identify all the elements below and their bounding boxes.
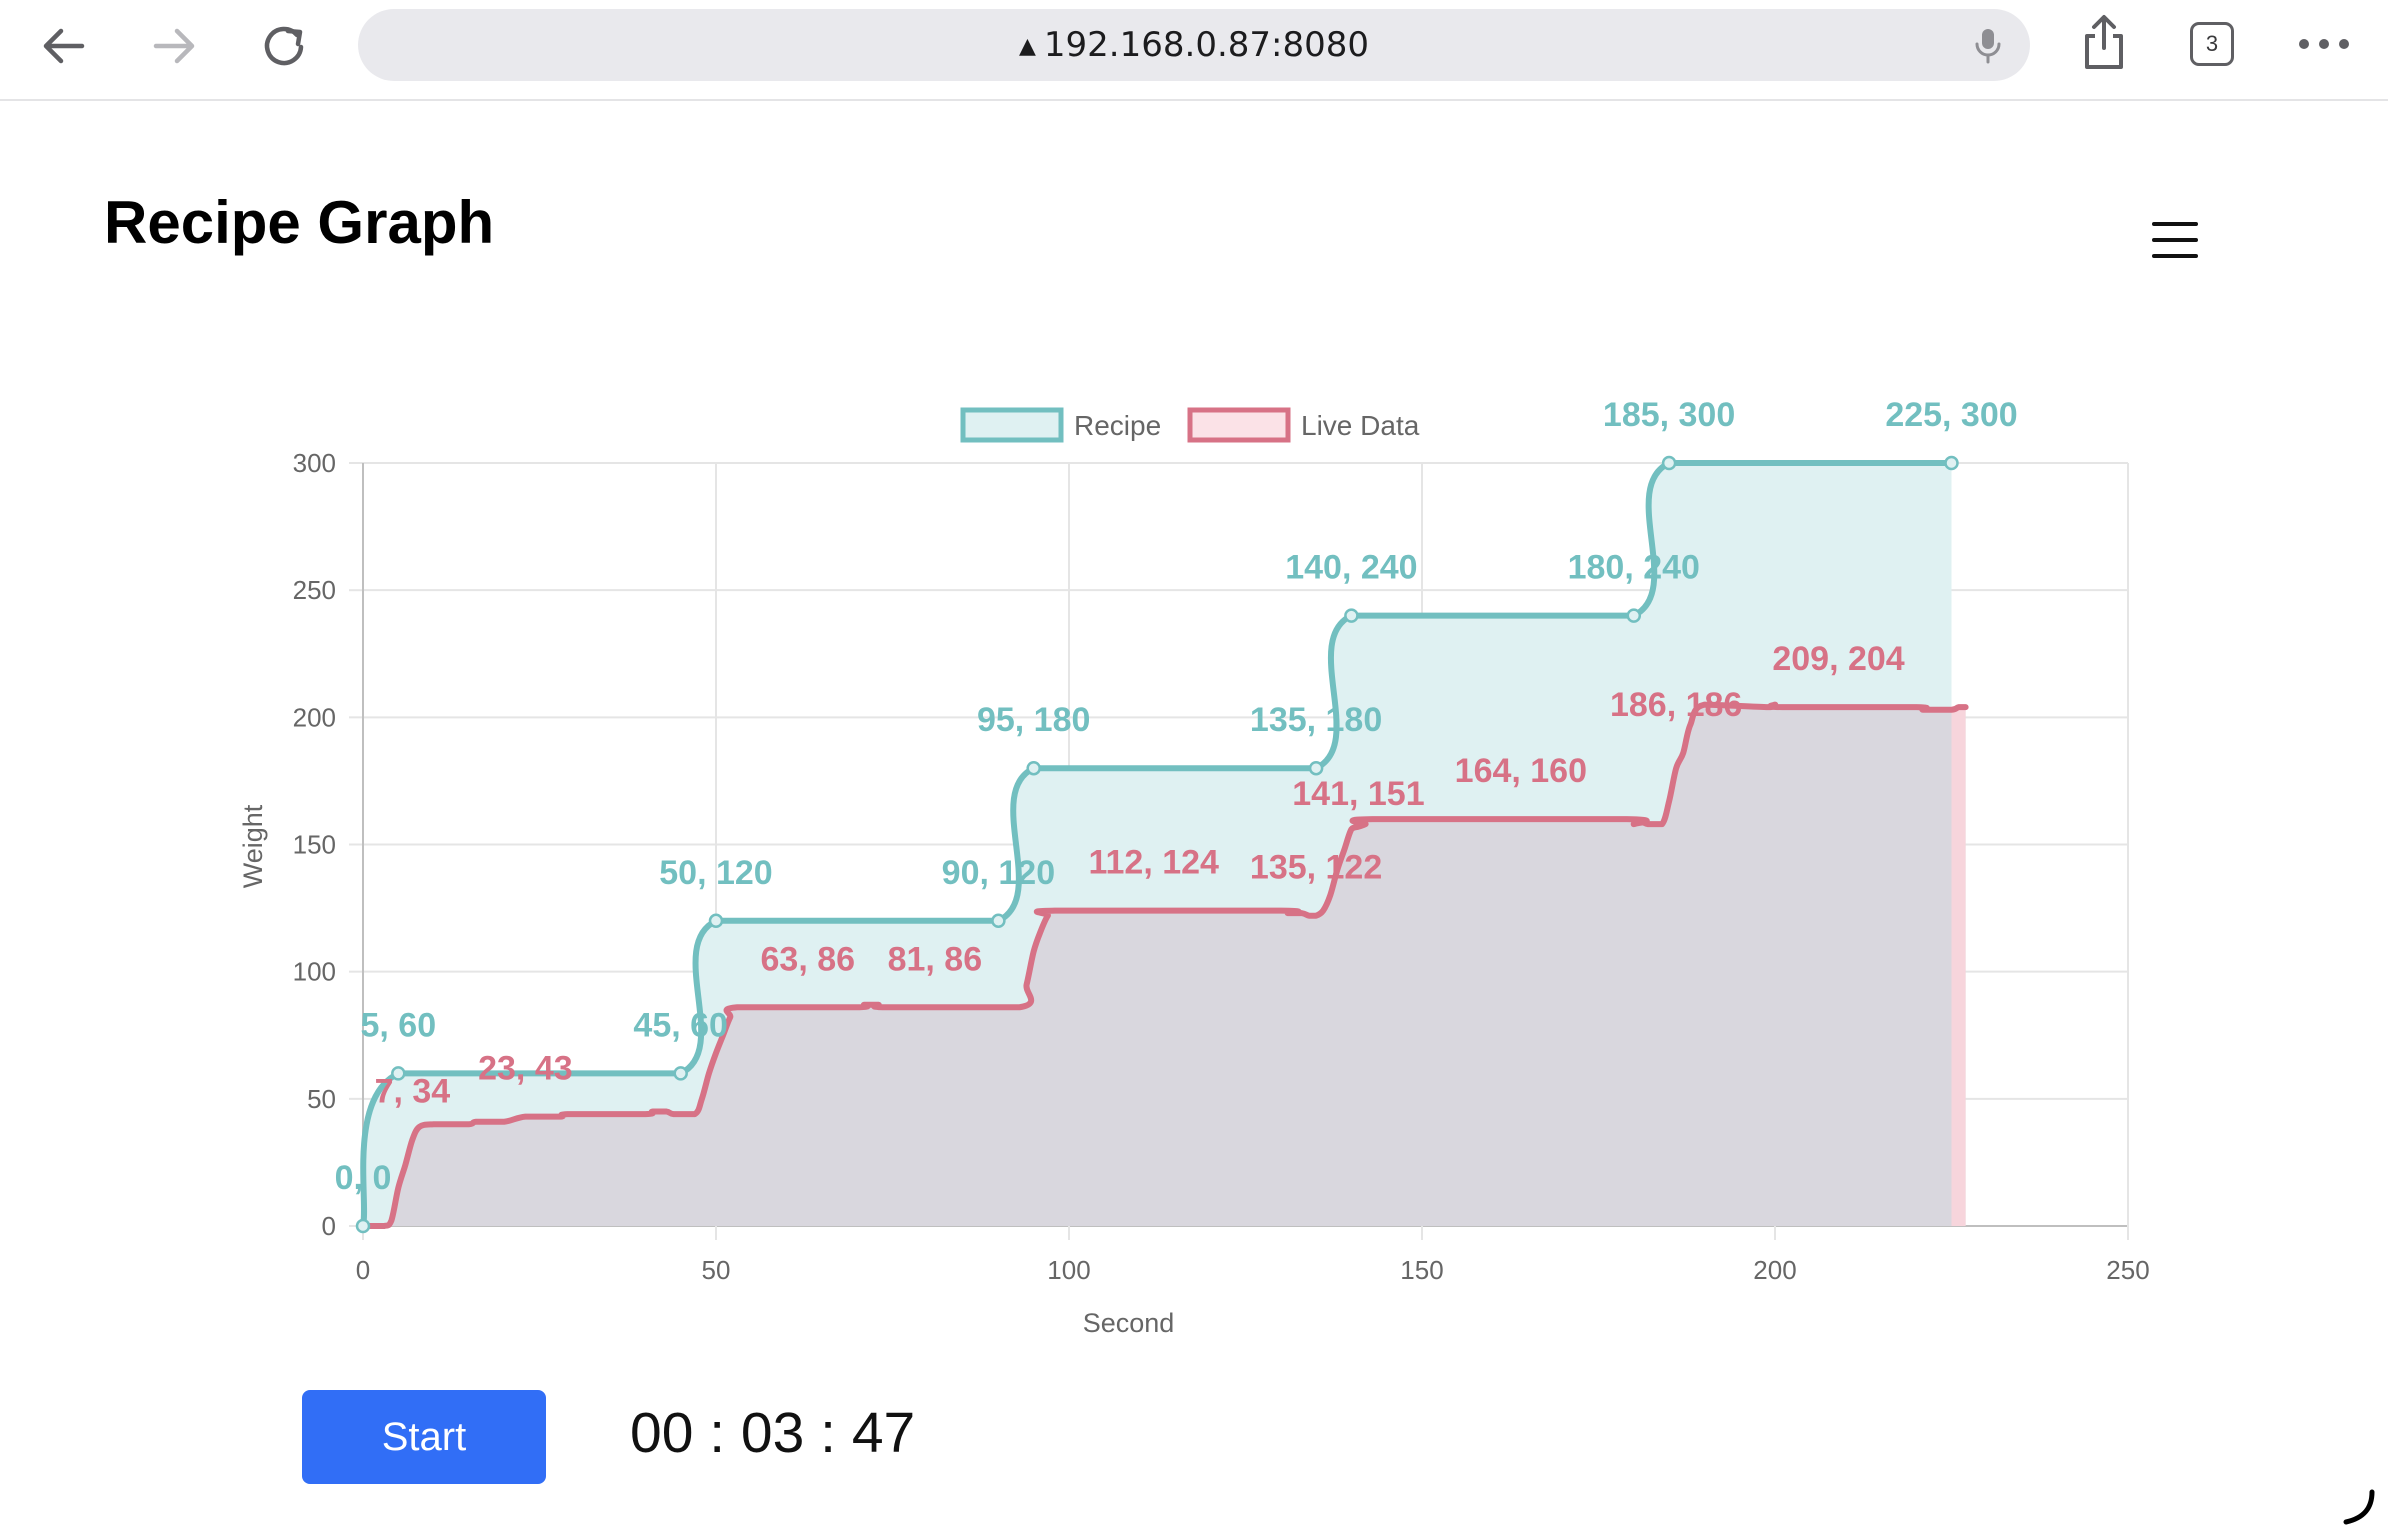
y-tick-label: 150 [293,830,336,860]
live-data-label: 141, 151 [1292,775,1424,813]
recipe-data-point [991,913,1006,929]
x-tick-label: 150 [1400,1255,1443,1285]
y-tick-label: 200 [293,702,336,732]
live-data-label: 112, 124 [1088,844,1219,882]
reload-icon [264,26,304,66]
live-data-label: 164, 160 [1455,752,1587,790]
recipe-data-point [708,913,724,929]
recipe-chart: 0 50 100 150 200 250 300 0 50 100 150 200 250 Second W… [238,396,2150,1338]
legend-swatch-recipe [960,407,1064,443]
recipe-data-point [673,1066,688,1081]
url-text: 192.168.0.87:8080 [1043,25,1369,65]
hamburger-menu-button[interactable] [2148,218,2206,262]
warning-triangle-icon: ▲ [1018,33,1036,59]
back-button[interactable] [34,16,94,76]
live-area-fill [363,704,1966,1226]
page-title: Recipe Graph [104,189,495,256]
recipe-data-label: 225, 300 [1885,396,2017,434]
x-tick-label: 200 [1753,1255,1796,1285]
x-tick-label: 0 [356,1255,370,1285]
recipe-data-label: 0, 0 [335,1159,392,1197]
recipe-data-point [391,1066,406,1081]
recipe-data-point [1626,608,1642,623]
tab-count-button[interactable]: 3 [2190,22,2234,66]
address-bar[interactable]: ▲ 192.168.0.87:8080 [358,9,2030,81]
legend-swatch-live [1187,407,1291,443]
y-tick-label: 100 [293,957,336,987]
recipe-data-point [1661,455,1677,471]
recipe-data-label: 50, 120 [659,854,772,892]
start-button[interactable]: Start [302,1390,546,1484]
recipe-data-label: 95, 180 [977,701,1090,739]
y-axis-title: Weight [238,804,268,888]
x-tick-label: 100 [1047,1255,1090,1285]
recipe-data-label: 45, 60 [633,1006,728,1044]
x-tick-label: 50 [702,1255,731,1285]
live-data-line [360,701,1969,1229]
recipe-data-point [1944,455,1959,471]
arrow-left-icon [43,28,85,64]
recipe-data-point [355,1218,371,1234]
y-tick-label: 0 [322,1211,336,1241]
ellipsis-icon[interactable] [2296,34,2352,54]
recipe-data-label: 5, 60 [360,1006,436,1044]
recipe-data-label: 90, 120 [942,854,1055,892]
live-data-label: 135, 122 [1250,849,1382,887]
arrow-right-icon [153,28,195,64]
x-axis-title: Second [1083,1308,1175,1338]
reload-button[interactable] [254,16,314,76]
live-data-label: 23, 43 [478,1050,573,1088]
recipe-data-label: 140, 240 [1285,549,1417,587]
y-tick-label: 300 [293,448,336,478]
hamburger-menu-icon [2152,222,2198,226]
live-area-edge [1951,707,1966,1226]
x-tick-label: 250 [2106,1255,2149,1285]
recipe-data-label: 180, 240 [1568,549,1700,587]
live-data-label: 63, 86 [761,940,856,978]
legend-label-live: Live Data [1301,410,1420,441]
live-data-label: 186, 186 [1610,686,1742,724]
elapsed-timer: 00 : 03 : 47 [630,1401,916,1465]
y-tick-label: 50 [307,1084,336,1114]
share-icon[interactable] [2076,12,2132,72]
recipe-data-label: 135, 180 [1250,701,1382,739]
recipe-data-point [1026,760,1041,776]
y-tick-label: 250 [293,575,336,605]
forward-button[interactable] [144,16,204,76]
live-data-label: 7, 34 [375,1073,451,1111]
recipe-data-label: 185, 300 [1603,396,1735,434]
cursor-icon [2343,1489,2375,1525]
live-data-label: 209, 204 [1772,640,1904,678]
recipe-data-point [1308,760,1324,776]
microphone-icon[interactable] [1968,25,2008,65]
recipe-data-point [1344,608,1359,623]
browser-toolbar: ▲ 192.168.0.87:8080 3 [0,0,2388,101]
legend-label-recipe: Recipe [1074,410,1161,441]
live-data-label: 81, 86 [888,940,983,978]
